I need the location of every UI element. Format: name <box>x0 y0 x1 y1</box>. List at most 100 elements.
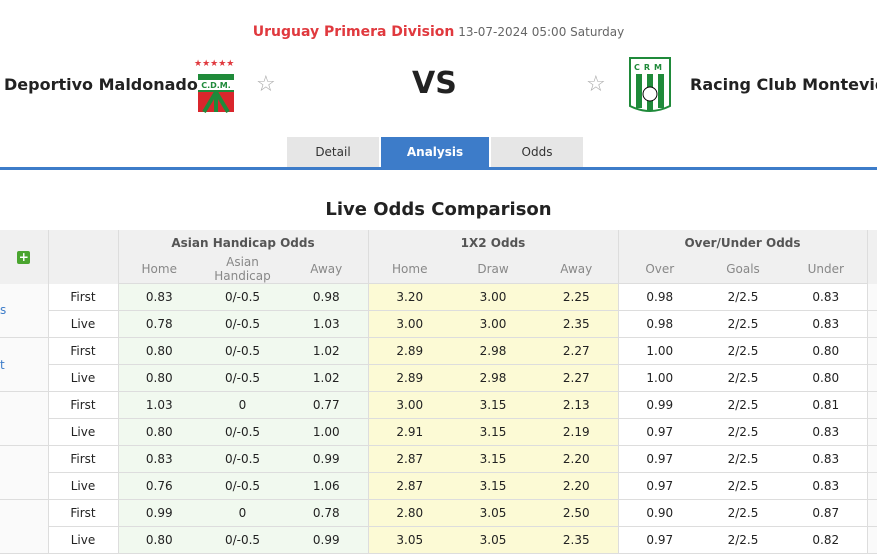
odds-value[interactable]: 1.03 <box>117 391 200 419</box>
company-name[interactable]: t <box>0 337 48 392</box>
company-name[interactable] <box>0 499 48 554</box>
odds-value[interactable]: 3.05 <box>451 526 535 554</box>
company-name[interactable] <box>0 391 48 446</box>
odds-value[interactable]: 2.35 <box>535 310 618 338</box>
odds-value[interactable]: 0.99 <box>285 526 368 554</box>
odds-value[interactable]: 2.13 <box>535 391 618 419</box>
odds-value[interactable]: 0/-0.5 <box>200 418 285 446</box>
odds-value[interactable]: 0 <box>200 391 285 419</box>
odds-value[interactable]: 3.15 <box>451 472 535 500</box>
odds-value[interactable]: 0.77 <box>285 391 368 419</box>
company-name[interactable]: s <box>0 283 48 338</box>
odds-value[interactable]: 0.82 <box>785 526 867 554</box>
odds-value[interactable]: 2.98 <box>451 337 535 365</box>
odds-value[interactable]: 2/2.5 <box>701 337 785 365</box>
odds-value[interactable]: 2.35 <box>535 526 618 554</box>
odds-value[interactable]: 2.87 <box>367 472 451 500</box>
odds-value[interactable]: 3.00 <box>367 310 451 338</box>
odds-value[interactable]: 3.15 <box>451 391 535 419</box>
odds-value[interactable]: 2.89 <box>367 337 451 365</box>
odds-value[interactable]: 2.80 <box>367 499 451 527</box>
odds-value[interactable]: 0.99 <box>117 499 200 527</box>
odds-value[interactable]: 2/2.5 <box>701 499 785 527</box>
odds-value[interactable]: 3.15 <box>451 445 535 473</box>
odds-value[interactable]: 2/2.5 <box>701 391 785 419</box>
odds-value[interactable]: 1.03 <box>285 310 368 338</box>
odds-value[interactable]: 0.83 <box>117 283 200 311</box>
odds-value[interactable]: 2/2.5 <box>701 310 785 338</box>
odds-value[interactable]: 0.80 <box>117 364 200 392</box>
odds-value[interactable]: 0.99 <box>285 445 368 473</box>
odds-value[interactable]: 2.50 <box>535 499 618 527</box>
odds-value[interactable]: 2/2.5 <box>701 283 785 311</box>
odds-value[interactable]: 0.97 <box>617 445 701 473</box>
odds-value[interactable]: 2/2.5 <box>701 526 785 554</box>
favorite-home-star-icon[interactable]: ☆ <box>256 72 276 97</box>
odds-value[interactable]: 0.80 <box>117 337 200 365</box>
odds-value[interactable]: 0.83 <box>785 418 867 446</box>
home-team-name[interactable]: Deportivo Maldonado <box>4 75 198 94</box>
odds-value[interactable]: 2.25 <box>535 283 618 311</box>
odds-value[interactable]: 0.99 <box>617 391 701 419</box>
odds-value[interactable]: 3.15 <box>451 418 535 446</box>
odds-value[interactable]: 0.97 <box>617 418 701 446</box>
odds-value[interactable]: 3.05 <box>451 499 535 527</box>
odds-value[interactable]: 2.20 <box>535 472 618 500</box>
odds-value[interactable]: 2/2.5 <box>701 364 785 392</box>
plus-icon[interactable]: + <box>17 249 31 264</box>
odds-value[interactable]: 1.00 <box>617 364 701 392</box>
odds-value[interactable]: 2/2.5 <box>701 472 785 500</box>
odds-value[interactable]: 3.05 <box>367 526 451 554</box>
tab-odds[interactable]: Odds <box>491 137 583 168</box>
odds-value[interactable]: 0.97 <box>617 472 701 500</box>
odds-value[interactable]: 0.98 <box>617 283 701 311</box>
odds-value[interactable]: 2.20 <box>535 445 618 473</box>
odds-value[interactable]: 0.78 <box>117 310 200 338</box>
odds-value[interactable]: 2/2.5 <box>701 445 785 473</box>
league-name[interactable]: Uruguay Primera Division <box>252 24 455 40</box>
odds-value[interactable]: 0.97 <box>617 526 701 554</box>
odds-value[interactable]: 2.27 <box>535 337 618 365</box>
odds-value[interactable]: 0.80 <box>117 418 200 446</box>
odds-value[interactable]: 0.83 <box>785 445 867 473</box>
odds-value[interactable]: 0.98 <box>617 310 701 338</box>
odds-value[interactable]: 0.80 <box>785 364 867 392</box>
company-name[interactable] <box>0 445 48 500</box>
odds-value[interactable]: 0.83 <box>785 283 867 311</box>
odds-value[interactable]: 0.83 <box>785 472 867 500</box>
odds-value[interactable]: 0/-0.5 <box>200 472 285 500</box>
odds-value[interactable]: 0.81 <box>785 391 867 419</box>
tab-analysis[interactable]: Analysis <box>381 137 489 168</box>
odds-value[interactable]: 3.00 <box>367 391 451 419</box>
odds-value[interactable]: 1.06 <box>285 472 368 500</box>
odds-value[interactable]: 2.91 <box>367 418 451 446</box>
odds-value[interactable]: 0.76 <box>117 472 200 500</box>
odds-value[interactable]: 0/-0.5 <box>200 526 285 554</box>
odds-value[interactable]: 0.80 <box>117 526 200 554</box>
odds-value[interactable]: 2.19 <box>535 418 618 446</box>
odds-value[interactable]: 2/2.5 <box>701 418 785 446</box>
odds-value[interactable]: 2.87 <box>367 445 451 473</box>
odds-value[interactable]: 0.90 <box>617 499 701 527</box>
odds-value[interactable]: 2.98 <box>451 364 535 392</box>
odds-value[interactable]: 2.27 <box>535 364 618 392</box>
odds-value[interactable]: 3.20 <box>367 283 451 311</box>
odds-value[interactable]: 3.00 <box>451 283 535 311</box>
odds-value[interactable]: 0.83 <box>117 445 200 473</box>
odds-value[interactable]: 0/-0.5 <box>200 364 285 392</box>
odds-value[interactable]: 1.00 <box>617 337 701 365</box>
odds-value[interactable]: 0.98 <box>285 283 368 311</box>
odds-value[interactable]: 0/-0.5 <box>200 283 285 311</box>
odds-value[interactable]: 0/-0.5 <box>200 310 285 338</box>
odds-value[interactable]: 0.78 <box>285 499 368 527</box>
odds-value[interactable]: 0.80 <box>785 337 867 365</box>
favorite-away-star-icon[interactable]: ☆ <box>586 72 606 97</box>
away-team-name[interactable]: Racing Club Montevideo <box>690 75 877 94</box>
odds-value[interactable]: 0 <box>200 499 285 527</box>
odds-value[interactable]: 1.02 <box>285 364 368 392</box>
tab-detail[interactable]: Detail <box>287 137 379 168</box>
odds-value[interactable]: 0/-0.5 <box>200 337 285 365</box>
odds-value[interactable]: 3.00 <box>451 310 535 338</box>
odds-value[interactable]: 2.89 <box>367 364 451 392</box>
odds-value[interactable]: 0.83 <box>785 310 867 338</box>
